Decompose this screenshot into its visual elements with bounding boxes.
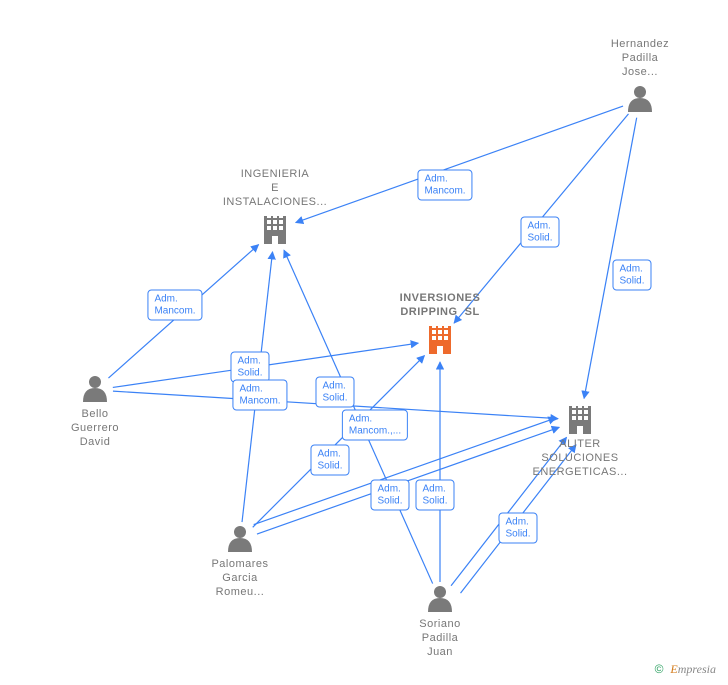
watermark: © Empresia bbox=[655, 662, 716, 677]
edge-label: Adm. Mancom. bbox=[417, 170, 472, 201]
brand-rest: mpresia bbox=[678, 662, 716, 676]
edge-label: Adm. Solid. bbox=[230, 352, 269, 383]
node-label: Palomares Garcia Romeu... bbox=[180, 558, 300, 599]
network-graph bbox=[0, 0, 728, 685]
edge-label: Adm. Solid. bbox=[612, 260, 651, 291]
person-icon[interactable] bbox=[428, 586, 452, 612]
node-label: INVERSIONES DRIPPING SL bbox=[380, 292, 500, 320]
edge-label: Adm. Mancom. bbox=[147, 290, 202, 321]
edge-label: Adm. Solid. bbox=[370, 480, 409, 511]
node-label: Bello Guerrero David bbox=[35, 408, 155, 449]
node-label: Hernandez Padilla Jose... bbox=[580, 38, 700, 79]
copyright-symbol: © bbox=[655, 662, 664, 676]
edge-label: Adm. Solid. bbox=[415, 480, 454, 511]
building-icon[interactable] bbox=[569, 404, 591, 434]
node-label: Soriano Padilla Juan bbox=[380, 618, 500, 659]
edge bbox=[296, 106, 623, 223]
edge-label: Adm. Solid. bbox=[498, 513, 537, 544]
edge-label: Adm. Mancom.,... bbox=[342, 410, 408, 441]
edge-label: Adm. Mancom. bbox=[232, 380, 287, 411]
edge-label: Adm. Solid. bbox=[315, 377, 354, 408]
node-label: INGENIERIA E INSTALACIONES... bbox=[215, 168, 335, 209]
person-icon[interactable] bbox=[83, 376, 107, 402]
person-icon[interactable] bbox=[628, 86, 652, 112]
building-icon[interactable] bbox=[264, 214, 286, 244]
building-icon[interactable] bbox=[429, 324, 451, 354]
brand-initial: E bbox=[670, 662, 677, 676]
edge-label: Adm. Solid. bbox=[520, 217, 559, 248]
node-label: ALITER SOLUCIONES ENERGETICAS... bbox=[520, 438, 640, 479]
edge-label: Adm. Solid. bbox=[310, 445, 349, 476]
edge bbox=[584, 118, 637, 399]
person-icon[interactable] bbox=[228, 526, 252, 552]
